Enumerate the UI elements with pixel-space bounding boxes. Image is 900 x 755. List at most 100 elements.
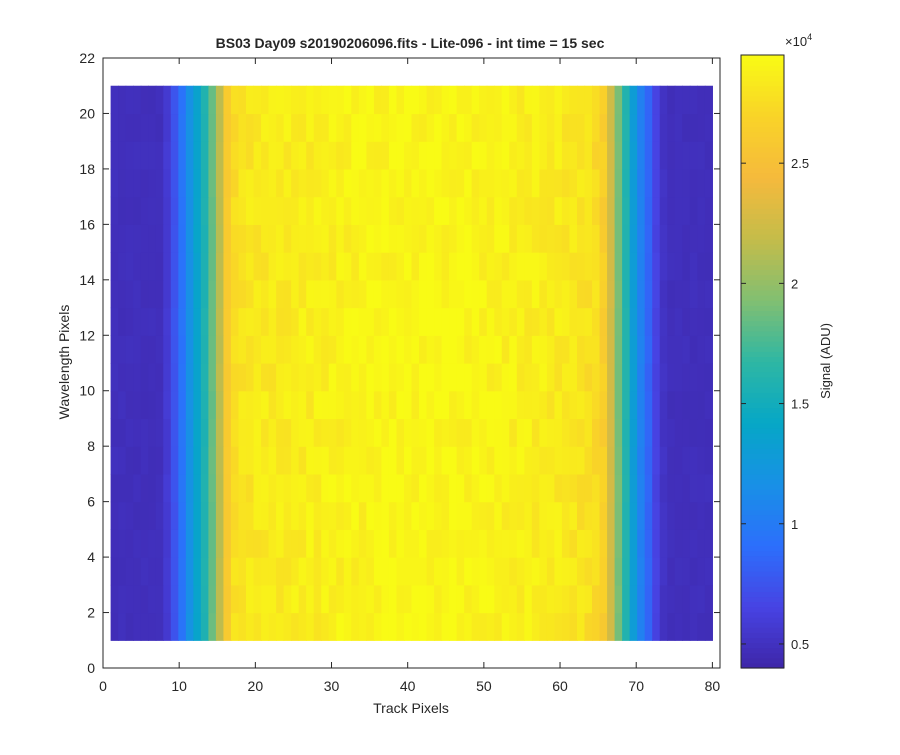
- heatmap-cell: [674, 196, 683, 225]
- colorbar-strip: [741, 203, 784, 209]
- heatmap-cell: [682, 307, 691, 336]
- colorbar-strip: [741, 238, 784, 245]
- heatmap-cell: [494, 363, 503, 392]
- heatmap-cell: [328, 252, 337, 281]
- heatmap-cell: [366, 363, 375, 392]
- heatmap-cell: [148, 390, 157, 420]
- heatmap-cell: [584, 501, 593, 530]
- x-tick-label: 20: [248, 678, 264, 694]
- heatmap-cell: [667, 584, 676, 614]
- heatmap-cell: [276, 85, 285, 115]
- heatmap-cell: [403, 113, 413, 142]
- heatmap-cell: [486, 473, 495, 503]
- heatmap-cell: [426, 335, 435, 364]
- heatmap-cell: [238, 446, 247, 475]
- heatmap-cell: [381, 279, 390, 309]
- heatmap-cell: [366, 252, 375, 281]
- heatmap-cell: [336, 85, 345, 115]
- heatmap-cell: [313, 612, 322, 641]
- heatmap-cell: [682, 584, 691, 614]
- heatmap-cell: [306, 335, 315, 364]
- heatmap-cell: [276, 501, 285, 530]
- heatmap-cell: [637, 335, 646, 364]
- heatmap-cell: [298, 307, 307, 336]
- heatmap-cell: [486, 446, 495, 475]
- heatmap-cell: [110, 196, 119, 225]
- heatmap-cell: [343, 363, 352, 392]
- heatmap-cell: [178, 252, 187, 281]
- heatmap-cell: [426, 473, 435, 503]
- heatmap-cell: [246, 501, 255, 530]
- heatmap-cell: [163, 335, 172, 364]
- heatmap-cell: [246, 85, 255, 115]
- heatmap-cell: [200, 557, 209, 586]
- heatmap-cell: [689, 113, 698, 142]
- colorbar-strip: [741, 146, 784, 153]
- heatmap-cell: [133, 612, 142, 641]
- heatmap-cell: [411, 557, 420, 586]
- heatmap-cell: [388, 307, 398, 336]
- heatmap-cell: [569, 557, 578, 586]
- heatmap-cell: [193, 224, 202, 253]
- heatmap-cell: [667, 418, 676, 447]
- heatmap-cell: [133, 390, 142, 420]
- heatmap-cell: [388, 168, 398, 198]
- heatmap-cell: [426, 418, 435, 447]
- heatmap-cell: [208, 224, 217, 253]
- heatmap-cell: [426, 168, 435, 198]
- heatmap-cell: [110, 418, 119, 447]
- heatmap-cell: [185, 584, 194, 614]
- heatmap-cell: [456, 390, 465, 420]
- heatmap-cell: [546, 612, 556, 641]
- heatmap-cell: [599, 390, 608, 420]
- heatmap-cell: [546, 141, 556, 170]
- heatmap-cell: [373, 196, 383, 225]
- heatmap-cell: [674, 168, 683, 198]
- colorbar-label: Signal (ADU): [818, 323, 833, 399]
- heatmap-cell: [358, 141, 367, 170]
- heatmap-cell: [343, 279, 352, 309]
- heatmap-cell: [426, 141, 435, 170]
- heatmap-cell: [411, 612, 420, 641]
- heatmap-cell: [193, 335, 202, 364]
- heatmap-cell: [411, 584, 420, 614]
- y-tick-label: 4: [87, 549, 95, 565]
- heatmap-cell: [674, 85, 683, 115]
- heatmap-cell: [163, 446, 172, 475]
- heatmap-cell: [351, 363, 360, 392]
- heatmap-cell: [298, 612, 307, 641]
- heatmap-cell: [358, 113, 367, 142]
- heatmap-cell: [554, 418, 563, 447]
- heatmap-cell: [486, 113, 495, 142]
- heatmap-cell: [441, 85, 450, 115]
- heatmap-cell: [411, 224, 420, 253]
- heatmap-cell: [592, 612, 601, 641]
- heatmap-cell: [336, 335, 345, 364]
- colorbar-strip: [741, 208, 784, 214]
- heatmap-cell: [659, 279, 668, 309]
- heatmap-cell: [622, 446, 631, 475]
- heatmap-cell: [140, 335, 149, 364]
- heatmap-cell: [629, 279, 638, 309]
- heatmap-cell: [351, 335, 360, 364]
- heatmap-cell: [546, 529, 556, 558]
- heatmap-cell: [419, 252, 428, 281]
- heatmap-cell: [576, 335, 586, 364]
- heatmap-cell: [441, 390, 450, 420]
- heatmap-cell: [516, 363, 525, 392]
- heatmap-cell: [576, 363, 586, 392]
- heatmap-cell: [569, 473, 578, 503]
- heatmap-cell: [230, 529, 240, 558]
- heatmap-cell: [321, 446, 330, 475]
- heatmap-cell: [441, 335, 450, 364]
- heatmap-cell: [622, 418, 631, 447]
- heatmap-cell: [155, 252, 164, 281]
- heatmap-cell: [584, 224, 593, 253]
- heatmap-cell: [652, 363, 661, 392]
- heatmap-cell: [697, 473, 706, 503]
- heatmap-cell: [306, 307, 315, 336]
- heatmap-cell: [215, 529, 225, 558]
- heatmap-cell: [148, 307, 157, 336]
- heatmap-cell: [140, 557, 149, 586]
